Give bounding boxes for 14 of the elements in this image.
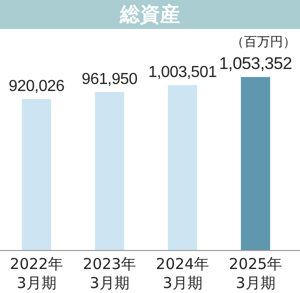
data-label: 1,053,352 bbox=[219, 54, 292, 73]
x-tick-label: 2023年 3月期 bbox=[82, 255, 136, 292]
data-label: 1,003,501 bbox=[148, 64, 218, 82]
text: （百万円） bbox=[231, 35, 296, 50]
bar bbox=[168, 85, 198, 250]
bar bbox=[240, 77, 270, 250]
chart-title: 総資産 bbox=[119, 2, 180, 26]
bar bbox=[94, 92, 124, 250]
x-tick-label: 2024年 3月期 bbox=[156, 255, 210, 292]
x-tick-label: 2022年 3月期 bbox=[10, 255, 64, 292]
x-tick-label: 2025年 3月期 bbox=[228, 255, 282, 292]
data-label: 920,026 bbox=[8, 78, 65, 95]
bar bbox=[22, 98, 52, 250]
data-label: 961,950 bbox=[82, 71, 138, 88]
